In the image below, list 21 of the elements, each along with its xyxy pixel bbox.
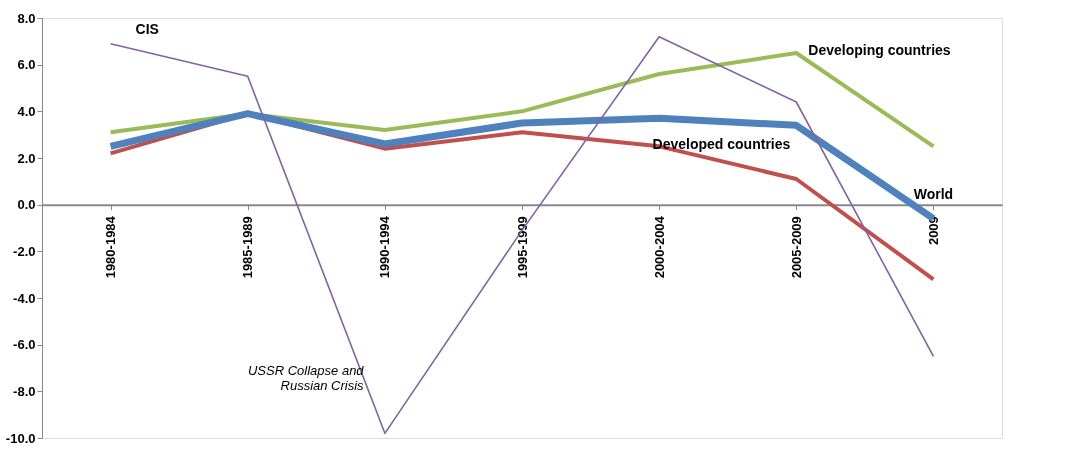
y-tick-label: 6.0: [17, 57, 36, 73]
y-tick-label: -10.0: [5, 430, 36, 446]
series-label: CIS: [135, 20, 159, 37]
x-tick-label: 1990-1994: [377, 215, 393, 279]
y-tick-label: 2.0: [17, 150, 36, 166]
y-tick-label: 0.0: [17, 197, 36, 213]
x-tick-label: 1995-1999: [514, 216, 530, 279]
y-tick-label: 4.0: [17, 103, 36, 119]
annotation: USSR Collapse and Russian Crisis: [247, 362, 365, 393]
x-tick-label: 2000-2004: [651, 215, 667, 279]
y-tick-label: 8.0: [17, 10, 36, 26]
y-tick-label: -8.0: [13, 383, 36, 399]
series-label: Developing countries: [808, 42, 951, 58]
x-tick-label: 1985-1989: [240, 216, 256, 279]
y-tick-label: -2.0: [13, 243, 36, 259]
series-label: World: [913, 185, 954, 202]
x-tick-label: 2005-2009: [788, 216, 804, 279]
y-tick-label: -6.0: [13, 337, 36, 353]
series-label: Developed countries: [652, 136, 791, 152]
y-tick-label: -4.0: [13, 290, 36, 306]
x-tick-label: 1980-1984: [103, 215, 119, 279]
